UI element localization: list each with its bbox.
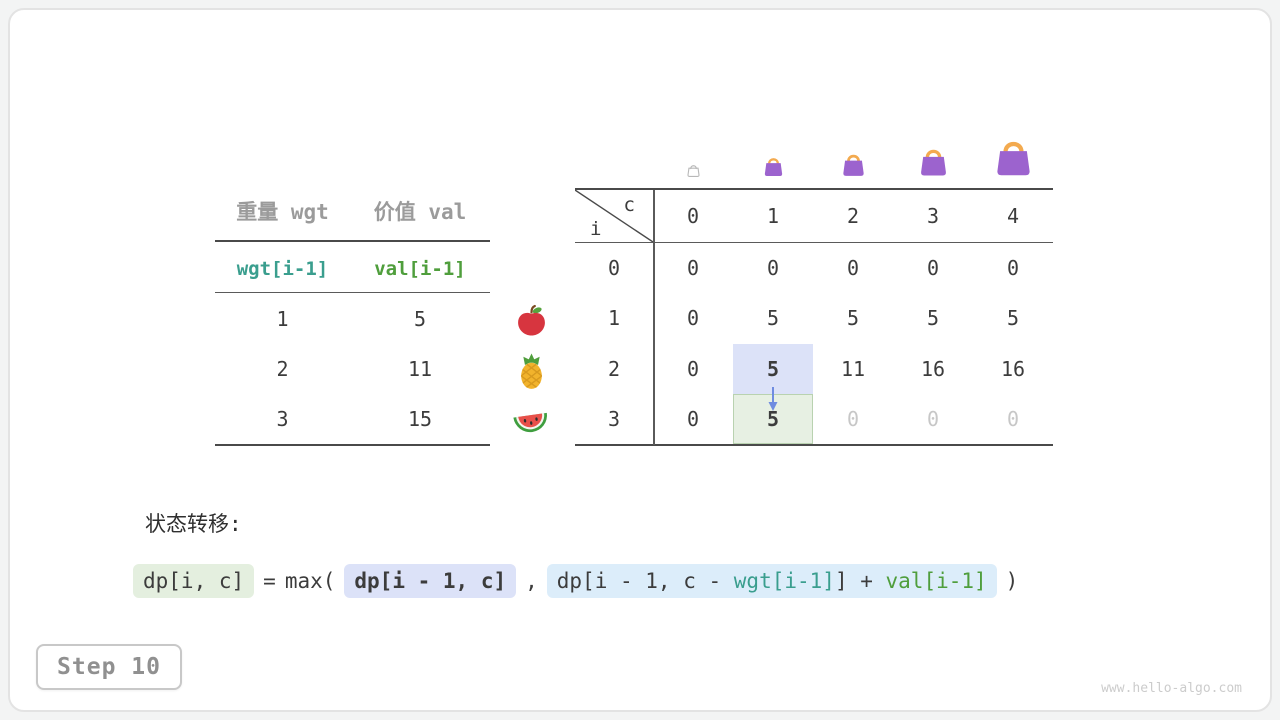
dp-row-var: i bbox=[590, 218, 602, 240]
dp-cell: 0 bbox=[926, 256, 940, 281]
items-col-header-val: 价值 val bbox=[373, 200, 467, 224]
dp-row-header: 2 bbox=[607, 356, 621, 381]
dp-cell: 16 bbox=[920, 356, 946, 381]
formula-arg2-chip: dp[i - 1, c - wgt[i-1]] + val[i-1] bbox=[546, 564, 997, 598]
item-wgt: 2 bbox=[276, 357, 289, 381]
divider bbox=[215, 292, 490, 293]
formula-arg2-wgt: wgt[i-1] bbox=[733, 569, 835, 593]
dp-cell: 11 bbox=[840, 356, 866, 381]
formula-arg1-chip: dp[i - 1, c] bbox=[344, 564, 517, 598]
dp-cell: 5 bbox=[1006, 306, 1020, 331]
bag-icon bbox=[973, 136, 1053, 177]
dp-col-header: 4 bbox=[1006, 204, 1020, 228]
formula-lhs-chip: dp[i, c] bbox=[133, 564, 255, 598]
transition-formula: dp[i, c] = max( dp[i - 1, c] , dp[i - 1,… bbox=[133, 561, 1018, 601]
transition-label: 状态转移: bbox=[145, 512, 242, 536]
dp-cell-highlight-source: 5 bbox=[733, 343, 813, 394]
item-row: 3 15 bbox=[215, 394, 490, 444]
items-table-body: 1 5 2 11 3 15 bbox=[215, 294, 490, 444]
item-val: 11 bbox=[407, 357, 433, 381]
formula-comma: , bbox=[525, 569, 538, 593]
dp-col-header: 0 bbox=[686, 204, 700, 228]
dp-row-header: 3 bbox=[607, 406, 621, 431]
bag-icon bbox=[813, 151, 893, 177]
dp-col-header: 1 bbox=[766, 204, 780, 228]
divider bbox=[575, 188, 1053, 190]
item-wgt: 3 bbox=[276, 407, 289, 431]
divider bbox=[215, 444, 490, 446]
items-col-header-wgt: 重量 wgt bbox=[236, 200, 329, 224]
formula-equals: = bbox=[263, 569, 276, 593]
dp-cell: 0 bbox=[686, 256, 700, 281]
capacity-icons-row bbox=[653, 124, 1053, 182]
dp-row-header: 1 bbox=[607, 306, 621, 331]
wgt-formula-label: wgt[i-1] bbox=[236, 258, 329, 280]
formula-arg2-val: val[i-1] bbox=[885, 569, 987, 593]
step-badge: Step 10 bbox=[36, 644, 182, 690]
dp-cell: 0 bbox=[766, 256, 780, 281]
item-wgt: 1 bbox=[276, 307, 289, 331]
formula-arg2-prefix: dp[i - 1, c - bbox=[556, 569, 734, 593]
item-row: 2 11 bbox=[215, 344, 490, 394]
dp-cell: 0 bbox=[686, 406, 700, 431]
dp-table-header: c i 0 1 2 3 4 bbox=[575, 190, 1053, 242]
item-val: 5 bbox=[413, 307, 427, 331]
watermelon-icon bbox=[511, 401, 551, 441]
dp-cell: 5 bbox=[926, 306, 940, 331]
pineapple-icon bbox=[511, 351, 551, 391]
bag-icon bbox=[893, 145, 973, 177]
divider bbox=[575, 242, 1053, 243]
val-formula-label: val[i-1] bbox=[374, 258, 466, 280]
formula-max-open: max( bbox=[284, 569, 336, 593]
formula-close-paren: ) bbox=[1005, 569, 1019, 593]
dp-col-header: 3 bbox=[926, 204, 940, 228]
dp-col-header: 2 bbox=[846, 204, 860, 228]
dp-cell: 16 bbox=[1000, 356, 1026, 381]
hello-algo-watermark: www.hello-algo.com bbox=[1101, 681, 1242, 696]
dp-cell: 0 bbox=[686, 306, 700, 331]
item-val: 15 bbox=[407, 407, 433, 431]
bag-icon bbox=[653, 163, 733, 177]
dp-cell: 0 bbox=[846, 406, 860, 431]
apple-icon bbox=[511, 300, 551, 340]
item-row: 1 5 bbox=[215, 294, 490, 344]
dp-corner-cell: c i bbox=[575, 190, 653, 242]
dp-cell: 0 bbox=[926, 406, 940, 431]
dp-col-var: c bbox=[623, 194, 635, 216]
dp-cell: 5 bbox=[766, 306, 780, 331]
divider bbox=[653, 190, 655, 445]
dp-cell: 0 bbox=[846, 256, 860, 281]
dp-table-body: 0 0 0 0 0 0 1 0 5 5 5 5 2 0 5 11 16 16 3… bbox=[575, 243, 1053, 444]
divider bbox=[215, 240, 490, 242]
dp-cell: 5 bbox=[846, 306, 860, 331]
dp-cell-highlight-target: 5 bbox=[733, 393, 813, 444]
formula-arg2-mid: ] + bbox=[834, 569, 886, 593]
transition-arrow-icon bbox=[766, 386, 780, 416]
dp-cell: 0 bbox=[686, 356, 700, 381]
items-table-formula-row: wgt[i-1] val[i-1] bbox=[215, 254, 490, 284]
dp-cell: 0 bbox=[1006, 406, 1020, 431]
bag-icon bbox=[733, 155, 813, 177]
dp-cell: 0 bbox=[1006, 256, 1020, 281]
dp-row-header: 0 bbox=[607, 256, 621, 281]
divider bbox=[575, 444, 1053, 446]
items-table-header: 重量 wgt 价值 val bbox=[215, 196, 490, 226]
